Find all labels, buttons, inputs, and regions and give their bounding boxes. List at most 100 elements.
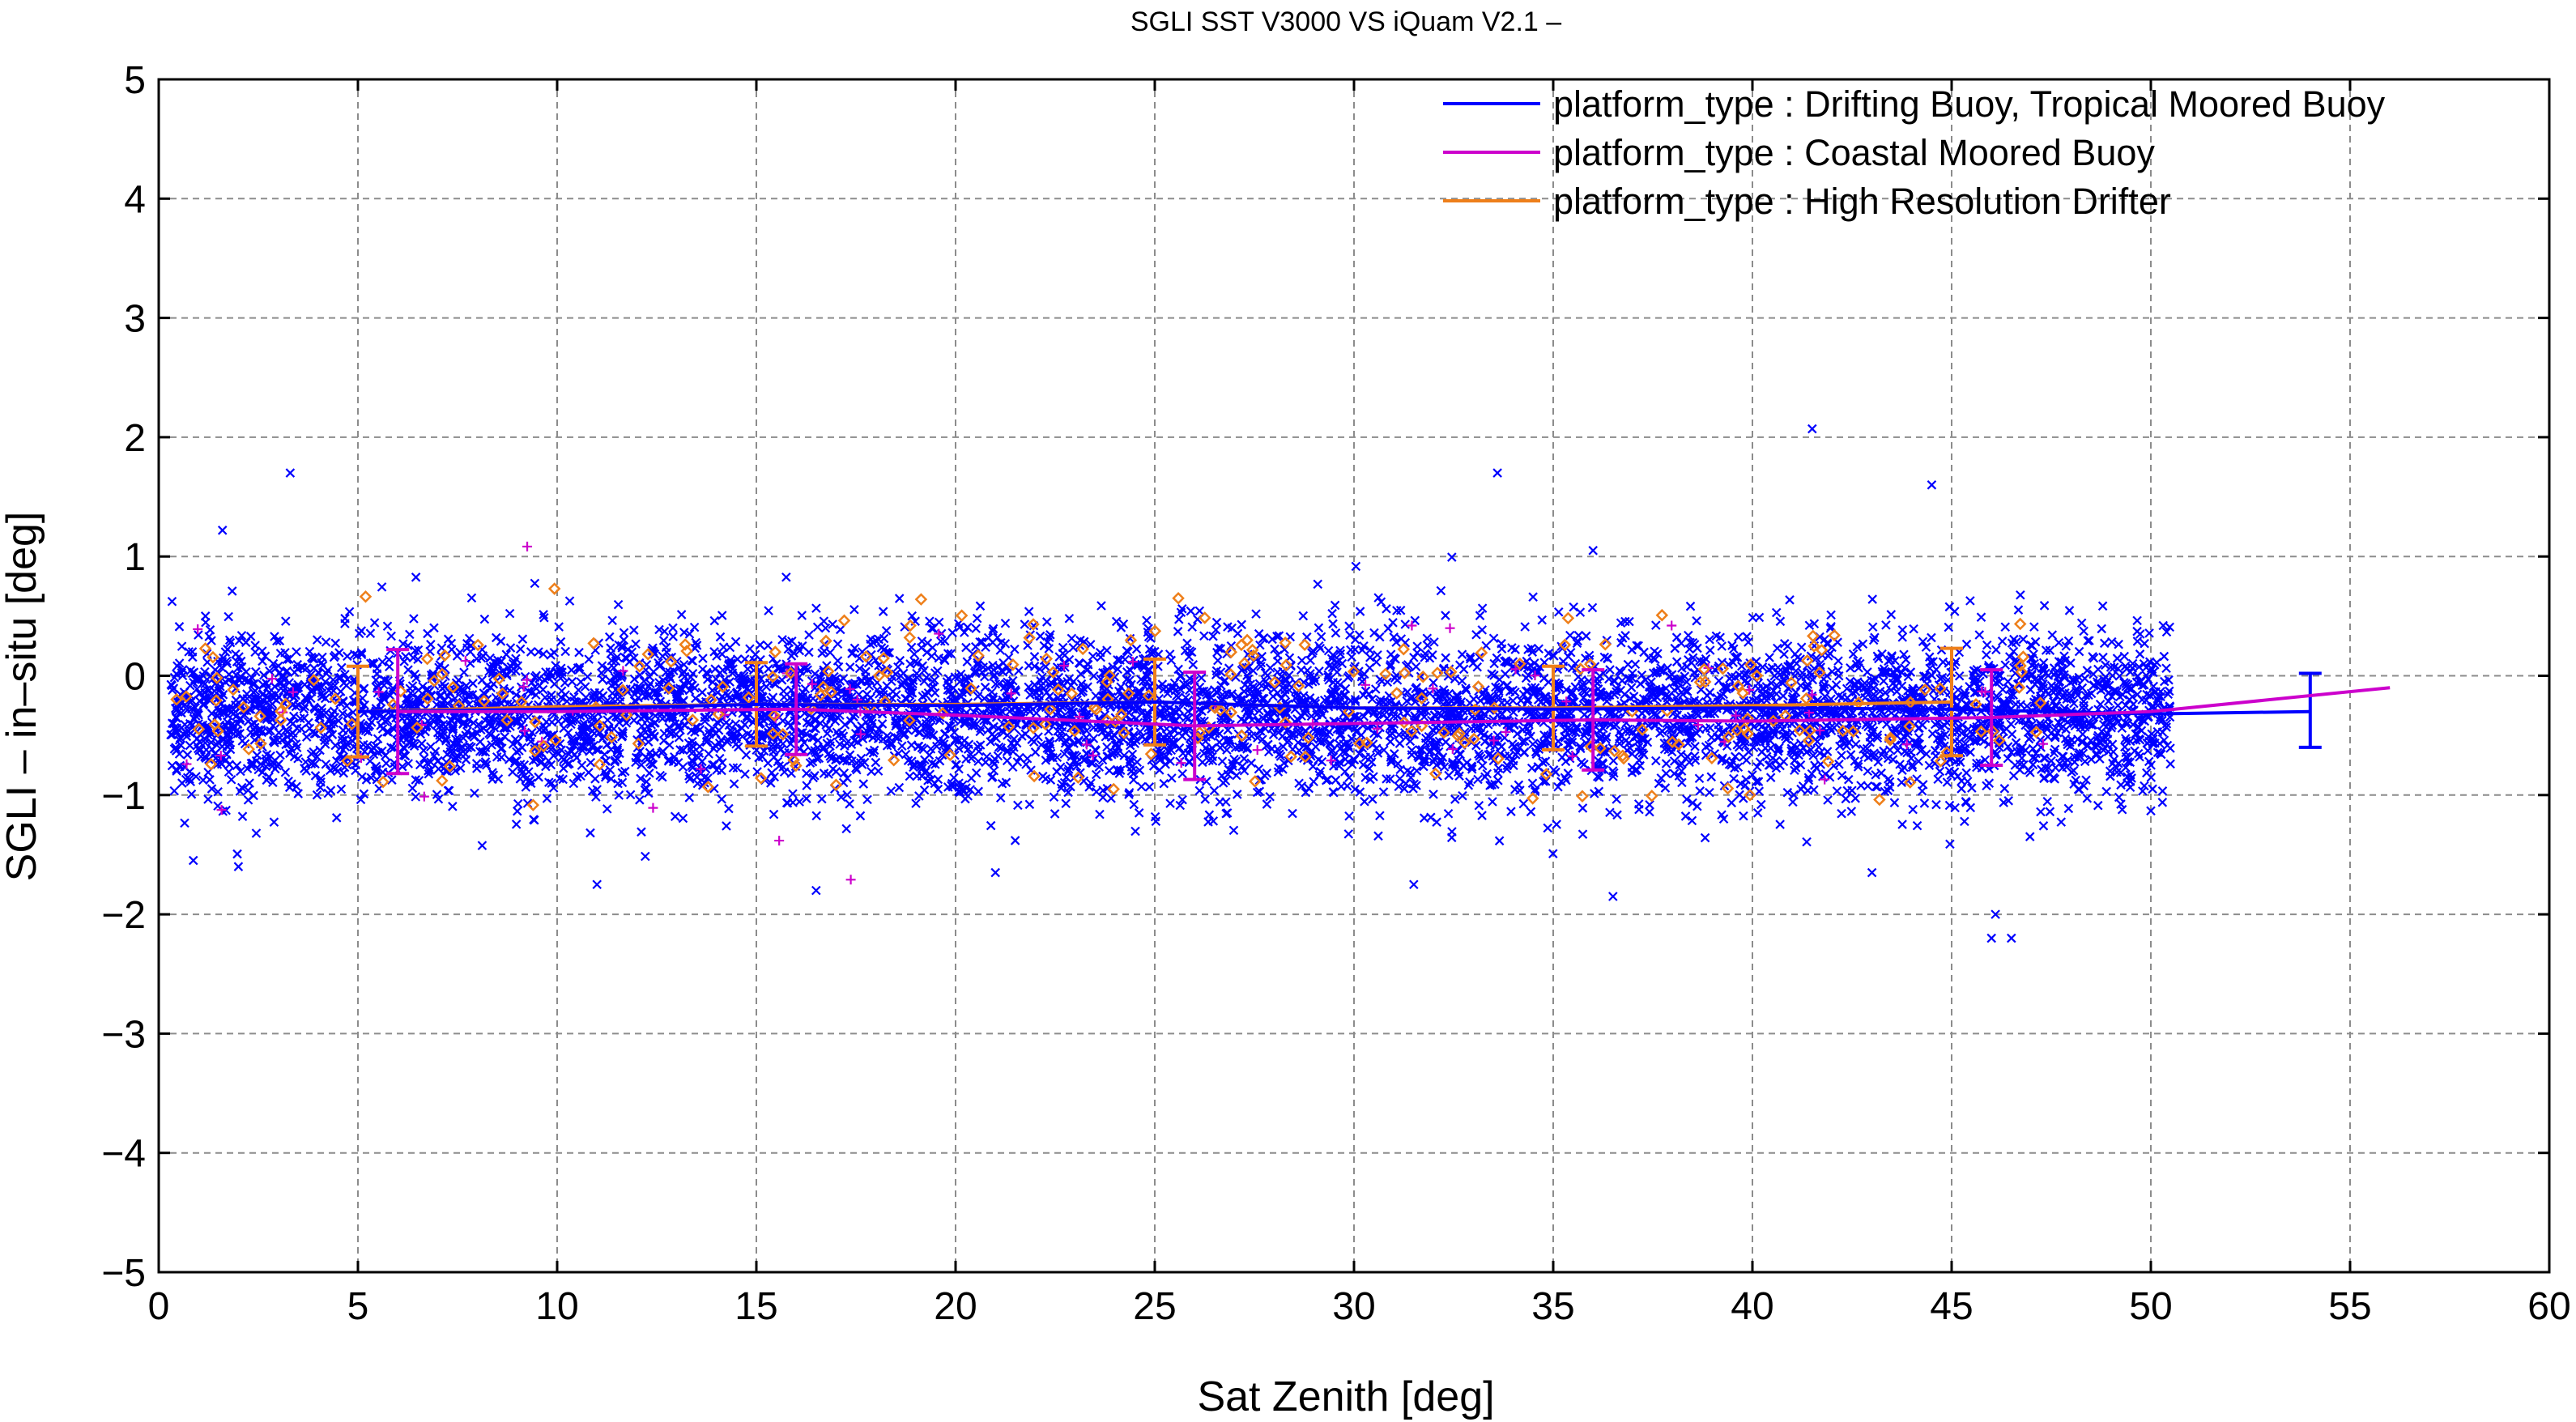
scatter-point — [250, 641, 260, 650]
scatter-point — [1347, 652, 1356, 662]
scatter-point — [1575, 741, 1585, 751]
scatter-point — [631, 757, 641, 768]
scatter-point — [839, 768, 849, 778]
scatter-point — [881, 626, 892, 636]
scatter-point — [1765, 653, 1774, 662]
scatter-point — [1863, 766, 1873, 777]
scatter-point — [585, 757, 596, 768]
scatter-point — [315, 782, 326, 793]
scatter-point — [2082, 794, 2093, 803]
scatter-point — [669, 666, 679, 675]
scatter-point — [802, 794, 811, 803]
scatter-point — [1365, 653, 1375, 662]
scatter-point — [523, 712, 534, 722]
scatter-point — [1771, 756, 1781, 766]
scatter-point — [1494, 683, 1504, 692]
scatter-point — [1680, 811, 1691, 821]
scatter-point — [836, 792, 846, 803]
scatter-point — [1409, 653, 1419, 662]
scatter-point — [926, 623, 937, 633]
scatter-point — [807, 732, 817, 743]
scatter-point — [603, 664, 613, 675]
scatter-point — [321, 637, 331, 647]
scatter-point — [1537, 615, 1547, 625]
scatter-point — [1578, 829, 1588, 839]
scatter-point — [1778, 691, 1788, 701]
scatter-point — [1834, 759, 1844, 769]
scatter-point — [167, 596, 177, 607]
scatter-point — [1765, 773, 1776, 782]
scatter-point — [340, 613, 350, 624]
scatter-point — [1853, 762, 1863, 772]
scatter-point — [539, 612, 549, 623]
scatter-point — [2016, 590, 2025, 600]
scatter-point — [1388, 618, 1398, 628]
scatter-point — [1572, 638, 1582, 649]
scatter-point — [409, 614, 419, 624]
scatter-point — [1258, 734, 1267, 744]
scatter-point — [1755, 757, 1765, 767]
scatter-point — [1835, 741, 1845, 751]
scatter-point — [842, 790, 852, 800]
scatter-point — [1439, 762, 1450, 772]
scatter-point — [382, 621, 393, 632]
scatter-point — [973, 660, 983, 671]
scatter-point — [777, 675, 787, 685]
scatter-point — [1020, 619, 1030, 629]
scatter-point — [1241, 662, 1251, 673]
scatter-point — [1967, 783, 1977, 793]
scatter-point — [836, 624, 845, 635]
scatter-point — [2004, 652, 2015, 662]
scatter-point — [252, 750, 262, 760]
scatter-point — [539, 610, 548, 619]
scatter-point — [1159, 778, 1169, 789]
scatter-point — [188, 855, 198, 866]
scatter-point — [316, 773, 326, 784]
scatter-point — [405, 629, 415, 640]
scatter-point — [2113, 700, 2123, 711]
scatter-point — [169, 672, 180, 683]
scatter-point — [794, 645, 805, 656]
scatter-point — [1068, 642, 1079, 653]
scatter-point — [1818, 682, 1829, 692]
scatter-point — [1059, 777, 1070, 788]
scatter-point — [373, 734, 383, 744]
scatter-point — [1815, 659, 1824, 670]
scatter-point — [1971, 736, 1982, 747]
scatter-point — [2117, 804, 2127, 815]
scatter-point — [1194, 786, 1205, 796]
scatter-point — [1386, 659, 1396, 670]
scatter-point — [2008, 646, 2019, 657]
scatter-point — [505, 643, 516, 653]
scatter-point — [767, 768, 777, 778]
scatter-point — [1879, 676, 1888, 686]
scatter-point — [715, 632, 726, 642]
scatter-point — [1563, 768, 1573, 778]
scatter-point — [1695, 786, 1705, 796]
scatter-point — [1897, 820, 1907, 829]
scatter-point — [582, 671, 593, 682]
scatter-point — [1124, 790, 1134, 799]
scatter-point — [1744, 637, 1753, 647]
scatter-point — [232, 849, 242, 859]
scatter-point — [1182, 638, 1192, 649]
scatter-point — [855, 811, 866, 821]
scatter-point — [1701, 750, 1711, 760]
scatter-point — [387, 686, 398, 696]
scatter-point — [1441, 611, 1450, 620]
scatter-point — [542, 794, 552, 803]
scatter-point — [1106, 794, 1116, 803]
scatter-point — [349, 649, 360, 659]
scatter-point — [616, 641, 627, 651]
scatter-point — [1901, 654, 1911, 665]
scatter-point — [886, 740, 896, 750]
scatter-point — [1682, 677, 1692, 687]
scatter-point — [1578, 803, 1588, 813]
scatter-point — [1705, 645, 1715, 655]
scatter-point — [832, 656, 843, 666]
scatter-point — [1113, 655, 1122, 665]
scatter-point — [975, 655, 985, 666]
scatter-point — [1305, 655, 1315, 666]
scatter-points — [166, 424, 2175, 943]
scatter-point — [857, 647, 867, 657]
